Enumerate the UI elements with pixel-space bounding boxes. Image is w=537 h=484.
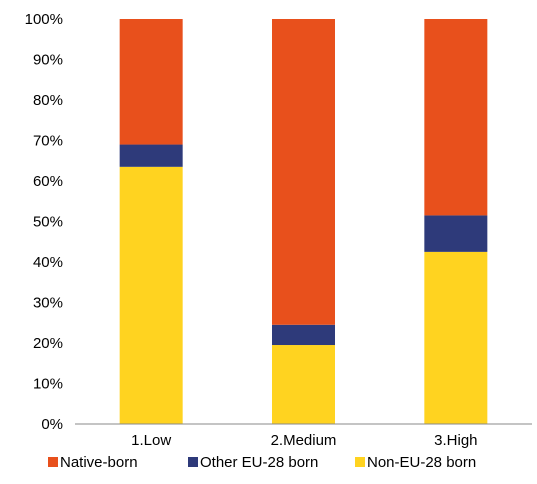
bar-segment — [272, 324, 335, 346]
legend-swatch — [355, 457, 365, 467]
bar-segment — [119, 19, 183, 145]
bar-segment — [424, 215, 488, 252]
legend: Native-born Other EU-28 born Non-EU-28 bor… — [48, 454, 476, 471]
legend-swatch — [48, 457, 58, 467]
y-tick-label: 50% — [33, 214, 63, 231]
legend-swatch — [188, 457, 198, 467]
legend-label: Other EU-28 born — [200, 454, 318, 471]
x-tick-label: 2.Medium — [271, 432, 337, 449]
x-tick-label: 1.Low — [131, 432, 171, 449]
y-tick-label: 90% — [33, 52, 63, 69]
y-tick-label: 40% — [33, 254, 63, 271]
y-tick-label: 30% — [33, 295, 63, 312]
x-tick-label: 3.High — [434, 432, 477, 449]
bar-segment — [424, 19, 488, 216]
bar-segment — [119, 166, 183, 424]
x-axis-ticks: 1.Low 2.Medium 3.High — [131, 432, 477, 449]
y-axis-ticks: 0% 10% 20% 30% 40% 50% 60% 70% 80% 90% 100% — [25, 11, 63, 433]
y-tick-label: 0% — [41, 416, 63, 433]
legend-label: Native-born — [60, 454, 138, 471]
y-tick-label: 80% — [33, 92, 63, 109]
y-tick-label: 10% — [33, 376, 63, 393]
bar-segment — [272, 345, 335, 424]
bars — [119, 19, 488, 424]
bar-segment — [119, 144, 183, 167]
y-tick-label: 70% — [33, 133, 63, 150]
y-tick-label: 100% — [25, 11, 63, 28]
bar-segment — [424, 251, 488, 424]
legend-label: Non-EU-28 born — [367, 454, 476, 471]
bar-segment — [272, 19, 335, 325]
y-tick-label: 60% — [33, 173, 63, 190]
y-tick-label: 20% — [33, 335, 63, 352]
